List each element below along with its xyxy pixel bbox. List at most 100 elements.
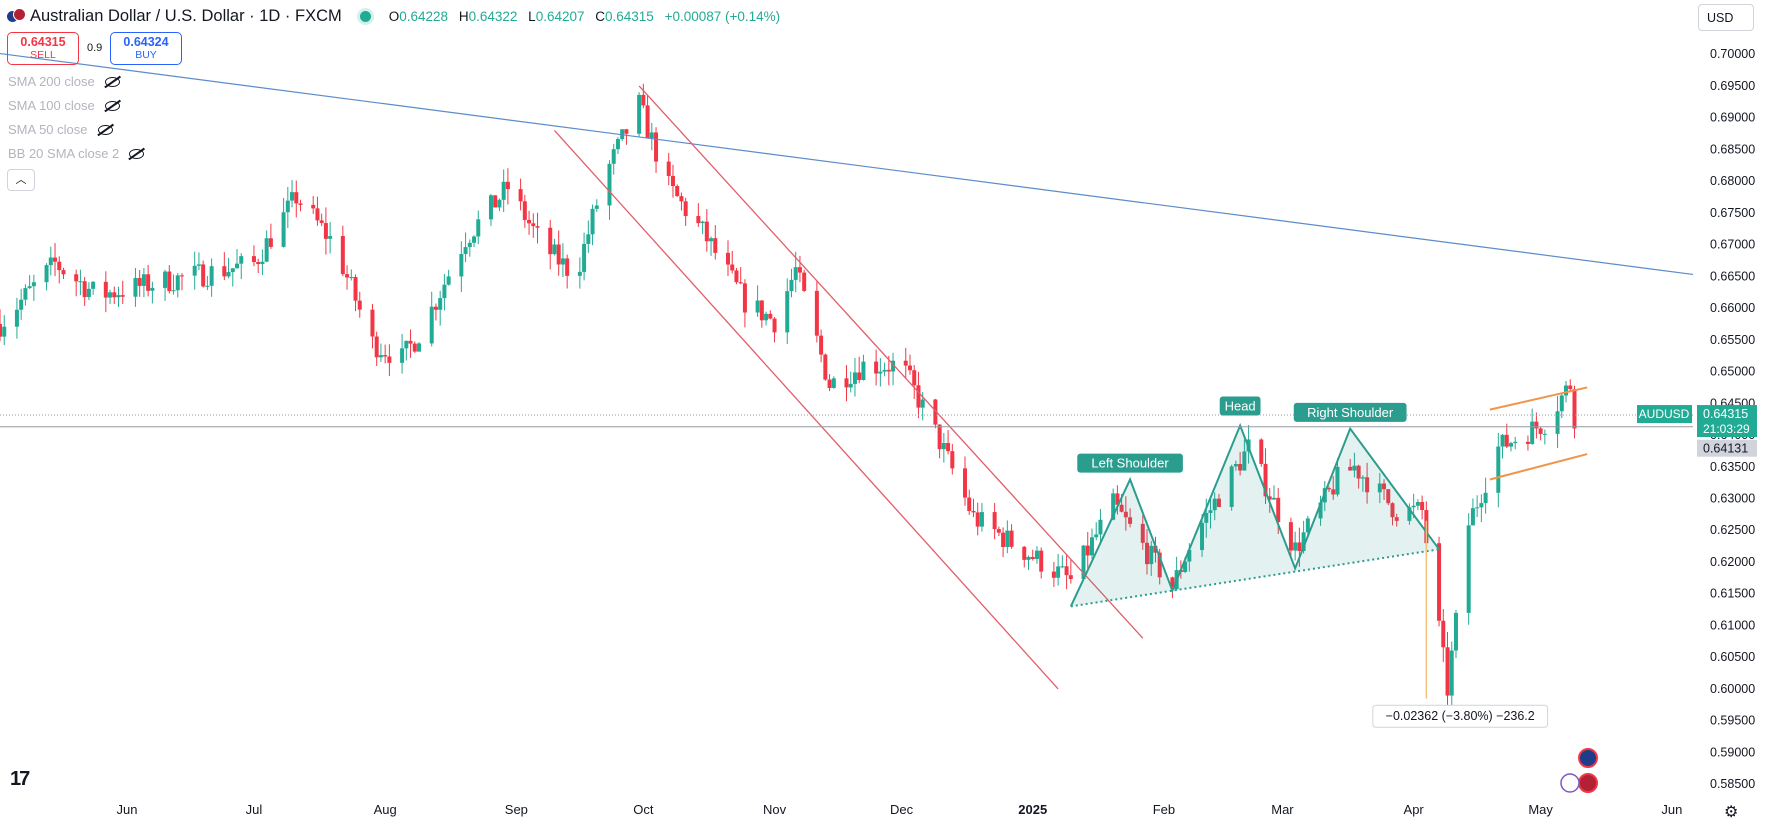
candle — [1216, 494, 1221, 508]
candle — [417, 342, 422, 352]
chart-header: Australian Dollar / U.S. Dollar · 1D · F… — [0, 0, 787, 32]
candle-body — [239, 256, 244, 264]
candle-body — [1212, 498, 1217, 511]
y-tick-label: 0.66000 — [1710, 301, 1755, 315]
candle — [518, 178, 523, 211]
candle-body — [323, 223, 328, 239]
candle-body — [31, 282, 36, 287]
hidden-eye-icon[interactable] — [104, 100, 120, 111]
indicator-sma50[interactable]: SMA 50 close — [8, 122, 113, 137]
left-shoulder-label: Left Shoulder — [1077, 453, 1183, 473]
channel-line — [553, 129, 1059, 690]
candle — [196, 252, 201, 271]
candle — [260, 249, 265, 276]
candle-body — [1064, 566, 1069, 576]
gear-icon[interactable]: ⚙ — [1724, 804, 1739, 821]
candle — [446, 269, 451, 286]
candle-body — [463, 247, 468, 255]
candle-body — [975, 512, 980, 527]
neckline — [1070, 548, 1440, 608]
indicator-sma100[interactable]: SMA 100 close — [8, 98, 120, 113]
candle-body — [374, 336, 379, 358]
candle — [912, 365, 917, 399]
candle — [505, 168, 510, 205]
candle — [472, 235, 477, 248]
candle-body — [251, 256, 256, 263]
ref-price-badge: 0.64131 — [1703, 442, 1748, 456]
candle — [886, 355, 891, 386]
candle-body — [57, 261, 62, 271]
candle-body — [793, 267, 798, 280]
candle — [709, 236, 714, 256]
candle — [476, 210, 481, 245]
ohlc-high: 0.64322 — [468, 8, 518, 24]
candle — [281, 198, 286, 248]
candle-body — [1352, 465, 1357, 471]
candle — [442, 273, 447, 311]
candle — [294, 180, 299, 218]
candle-body — [738, 282, 743, 284]
hidden-eye-icon[interactable] — [104, 76, 120, 87]
candle-body — [1081, 545, 1086, 579]
candle-body — [827, 379, 832, 388]
candle — [319, 213, 324, 227]
symbol-badge: AUDUSD — [1639, 407, 1690, 421]
candle — [679, 192, 684, 211]
candle — [1534, 412, 1539, 439]
candle — [48, 246, 53, 276]
currency-select[interactable]: USD — [1698, 4, 1754, 31]
y-tick-label: 0.59000 — [1710, 745, 1755, 759]
candle — [14, 297, 19, 339]
candle-body — [1271, 497, 1276, 500]
candle-body — [886, 369, 891, 372]
indicator-sma200[interactable]: SMA 200 close — [8, 74, 120, 89]
candle-body — [1496, 446, 1501, 493]
candle-body — [1500, 434, 1505, 447]
candle — [1390, 502, 1395, 526]
candle-body — [1470, 508, 1475, 526]
candle-body — [1098, 519, 1103, 535]
candle-body — [857, 372, 862, 381]
candle — [1229, 464, 1234, 511]
candle — [201, 260, 206, 288]
candle-body — [1170, 577, 1175, 590]
candle — [1064, 554, 1069, 590]
tradingview-logo[interactable]: 17 — [10, 768, 30, 790]
candle — [1327, 486, 1332, 493]
collapse-legend-button[interactable]: ︿ — [7, 169, 35, 191]
sell-button[interactable]: 0.64315 SELL — [7, 32, 79, 65]
candle-body — [357, 300, 362, 310]
candle-body — [654, 132, 659, 162]
candle-body — [1538, 428, 1543, 434]
candle-body — [1145, 542, 1150, 565]
candle-body — [1297, 542, 1302, 552]
candle — [53, 243, 58, 277]
candles — [0, 83, 1577, 711]
candle-body — [1056, 566, 1061, 578]
candle — [412, 341, 417, 353]
candle — [996, 526, 1001, 536]
candle — [1360, 475, 1365, 492]
candle-body — [285, 200, 290, 213]
candle-body — [1119, 504, 1124, 512]
candle-body — [696, 216, 701, 224]
buy-button[interactable]: 0.64324 BUY — [110, 32, 182, 65]
candle-body — [615, 139, 620, 150]
y-tick-label: 0.67500 — [1710, 206, 1755, 220]
candle-body — [1216, 498, 1221, 507]
candle-body — [412, 343, 417, 352]
symbol-title[interactable]: Australian Dollar / U.S. Dollar · 1D · F… — [30, 6, 342, 25]
candle-body — [1415, 501, 1420, 506]
candle — [1504, 423, 1509, 449]
hidden-eye-icon[interactable] — [97, 124, 113, 135]
candle-body — [971, 510, 976, 513]
candle — [175, 273, 180, 298]
hidden-eye-icon[interactable] — [129, 148, 145, 159]
indicator-bb20[interactable]: BB 20 SMA close 2 — [8, 146, 145, 161]
candle — [78, 269, 83, 296]
candle — [1509, 441, 1514, 452]
candle-body — [1335, 466, 1340, 495]
candle-body — [1390, 503, 1395, 518]
